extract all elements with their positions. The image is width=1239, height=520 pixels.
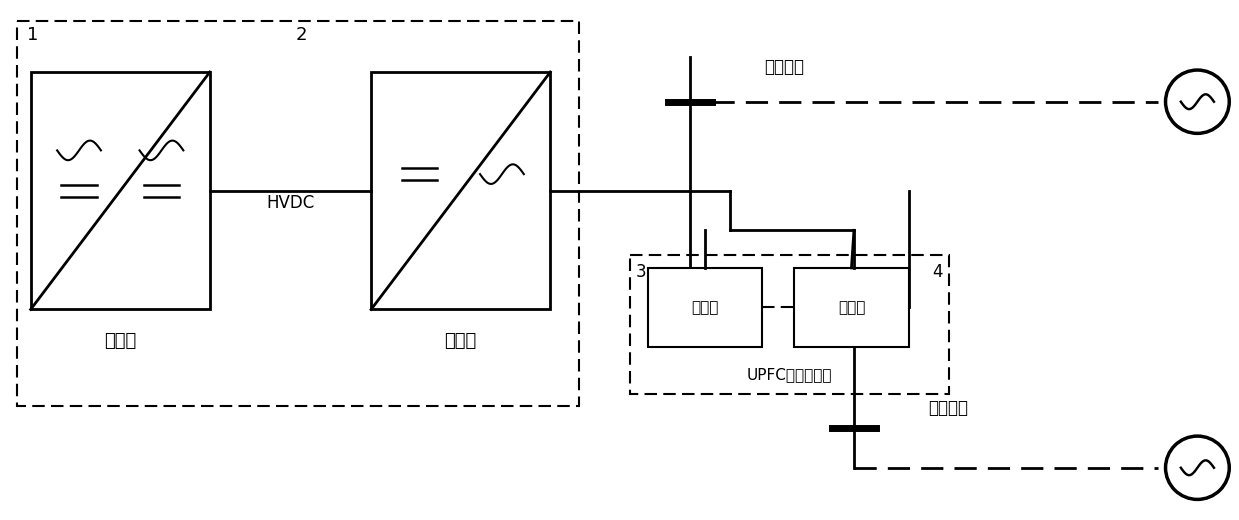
Text: 并联侧: 并联侧 bbox=[691, 300, 719, 315]
Text: 交流母线: 交流母线 bbox=[764, 58, 804, 76]
Text: 串联侧: 串联侧 bbox=[838, 300, 865, 315]
Bar bbox=[629, 255, 949, 394]
Bar bbox=[16, 21, 579, 407]
Bar bbox=[794, 268, 908, 347]
Circle shape bbox=[1166, 70, 1229, 133]
Circle shape bbox=[1166, 436, 1229, 499]
Text: 3: 3 bbox=[636, 263, 647, 281]
Text: 4: 4 bbox=[932, 263, 943, 281]
Text: 1: 1 bbox=[27, 25, 38, 44]
Bar bbox=[31, 72, 209, 309]
Text: 交流母线: 交流母线 bbox=[928, 399, 969, 418]
Text: 逆变站: 逆变站 bbox=[445, 332, 477, 350]
Text: 2: 2 bbox=[295, 25, 307, 44]
Text: UPFC并联侧故障: UPFC并联侧故障 bbox=[746, 367, 831, 382]
Bar bbox=[648, 268, 762, 347]
Text: 整流站: 整流站 bbox=[104, 332, 136, 350]
Text: HVDC: HVDC bbox=[266, 193, 315, 212]
Bar bbox=[372, 72, 550, 309]
